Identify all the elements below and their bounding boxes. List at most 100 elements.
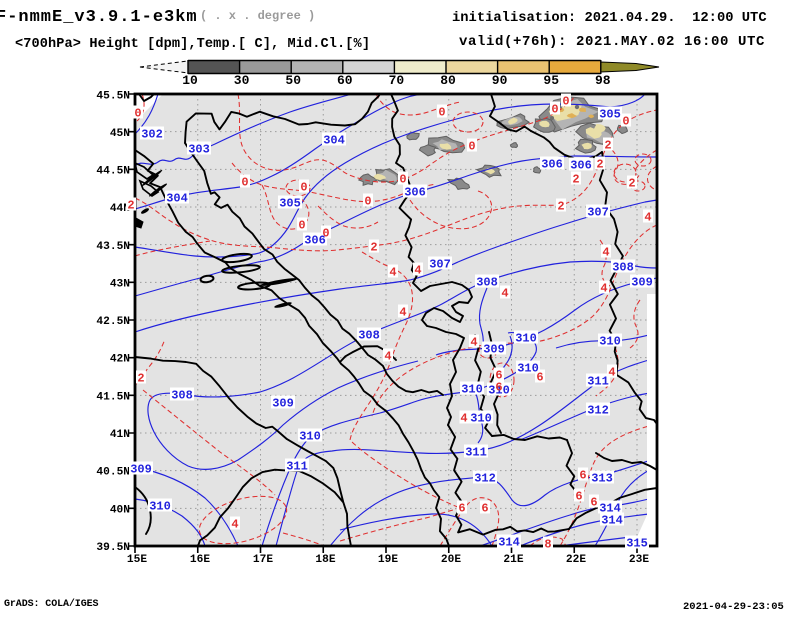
svg-text:2: 2 (137, 372, 144, 386)
svg-text:0: 0 (468, 140, 475, 154)
svg-text:90: 90 (492, 73, 508, 88)
svg-text:309: 309 (130, 463, 152, 477)
svg-text:39.5N: 39.5N (96, 542, 130, 554)
svg-text:315: 315 (626, 537, 648, 551)
svg-text:308: 308 (612, 261, 634, 275)
svg-text:313: 313 (591, 472, 613, 486)
svg-text:312: 312 (474, 472, 496, 486)
svg-text:15E: 15E (127, 554, 147, 566)
svg-text:314: 314 (601, 514, 623, 528)
svg-text:309: 309 (483, 343, 505, 357)
svg-text:4: 4 (399, 306, 406, 320)
svg-text:2: 2 (370, 241, 377, 255)
svg-text:45N: 45N (110, 128, 130, 140)
svg-text:GrADS: COLA/IGES: GrADS: COLA/IGES (4, 598, 99, 610)
svg-text:311: 311 (286, 460, 308, 474)
svg-text:314: 314 (498, 536, 520, 550)
svg-text:<700hPa> Height [dpm],Temp.[ C: <700hPa> Height [dpm],Temp.[ C], Mid.Cl.… (15, 37, 370, 52)
svg-text:4: 4 (460, 412, 467, 426)
svg-text:306: 306 (570, 159, 592, 173)
svg-text:23E: 23E (629, 554, 649, 566)
svg-text:0: 0 (622, 115, 629, 129)
svg-text:80: 80 (440, 73, 456, 88)
svg-text:6: 6 (495, 381, 502, 395)
svg-text:43.5N: 43.5N (96, 241, 130, 253)
svg-text:0: 0 (551, 103, 558, 117)
svg-text:( . x . degree ): ( . x . degree ) (200, 9, 315, 23)
svg-text:0: 0 (438, 106, 445, 120)
svg-text:0: 0 (241, 176, 248, 190)
svg-text:10: 10 (182, 73, 198, 88)
svg-text:98: 98 (595, 73, 611, 88)
svg-text:2: 2 (557, 200, 564, 214)
svg-text:0: 0 (300, 181, 307, 195)
svg-text:4: 4 (470, 336, 477, 350)
svg-text:21E: 21E (503, 554, 523, 566)
svg-text:309: 309 (272, 397, 294, 411)
svg-text:302: 302 (141, 128, 163, 142)
svg-text:42.5N: 42.5N (96, 316, 130, 328)
svg-text:0: 0 (322, 227, 329, 241)
svg-text:308: 308 (358, 329, 380, 343)
svg-text:2: 2 (572, 173, 579, 187)
svg-text:304: 304 (166, 192, 188, 206)
svg-text:6: 6 (579, 469, 586, 483)
svg-text:306: 306 (404, 186, 426, 200)
svg-text:70: 70 (389, 73, 405, 88)
svg-text:304: 304 (323, 134, 345, 148)
svg-text:41.5N: 41.5N (96, 392, 130, 404)
svg-text:0: 0 (298, 219, 305, 233)
svg-text:4: 4 (501, 287, 508, 301)
svg-text:312: 312 (587, 404, 609, 418)
svg-text:305: 305 (279, 197, 301, 211)
svg-text:2: 2 (604, 139, 611, 153)
svg-text:306: 306 (304, 234, 326, 248)
svg-text:307: 307 (429, 258, 451, 272)
svg-text:4: 4 (384, 350, 391, 364)
svg-text:95: 95 (543, 73, 559, 88)
svg-text:310: 310 (470, 412, 492, 426)
svg-text:17E: 17E (253, 554, 273, 566)
svg-text:0: 0 (399, 173, 406, 187)
svg-text:2: 2 (596, 158, 603, 172)
svg-text:0: 0 (134, 107, 141, 121)
svg-text:4: 4 (644, 211, 651, 225)
svg-text:6: 6 (458, 502, 465, 516)
svg-text:18E: 18E (315, 554, 335, 566)
svg-text:40N: 40N (110, 505, 130, 517)
svg-text:0: 0 (364, 195, 371, 209)
svg-text:6: 6 (481, 502, 488, 516)
svg-text:4: 4 (608, 366, 615, 380)
svg-text:6: 6 (495, 369, 502, 383)
svg-text:43N: 43N (110, 279, 130, 291)
svg-text:310: 310 (461, 383, 483, 397)
svg-text:309: 309 (631, 276, 653, 290)
svg-text:6: 6 (575, 490, 582, 504)
svg-text:42N: 42N (110, 354, 130, 366)
svg-text:303: 303 (188, 143, 210, 157)
svg-text:60: 60 (337, 73, 353, 88)
svg-text:310: 310 (299, 430, 321, 444)
svg-text:initialisation: 2021.04.29. 1: initialisation: 2021.04.29. 12:00 UTC (452, 10, 767, 26)
svg-text:310: 310 (515, 332, 537, 346)
svg-text:valid(+76h): 2021.MAY.02 16:00: valid(+76h): 2021.MAY.02 16:00 UTC (459, 34, 765, 50)
svg-text:19E: 19E (378, 554, 398, 566)
svg-text:4: 4 (414, 264, 421, 278)
svg-text:16E: 16E (190, 554, 210, 566)
svg-text:22E: 22E (566, 554, 586, 566)
svg-text:F-nmmE_v3.9.1-e3km: F-nmmE_v3.9.1-e3km (0, 8, 198, 27)
svg-text:308: 308 (171, 389, 193, 403)
svg-text:6: 6 (536, 371, 543, 385)
svg-text:306: 306 (541, 158, 563, 172)
svg-text:50: 50 (285, 73, 301, 88)
svg-text:305: 305 (599, 108, 621, 122)
svg-text:20E: 20E (441, 554, 461, 566)
svg-text:4: 4 (389, 266, 396, 280)
svg-text:2021-04-29-23:05: 2021-04-29-23:05 (683, 601, 784, 613)
svg-text:4: 4 (602, 246, 609, 260)
svg-text:311: 311 (465, 446, 487, 460)
svg-text:41N: 41N (110, 429, 130, 441)
svg-text:0: 0 (562, 95, 569, 109)
svg-text:2: 2 (628, 177, 635, 191)
svg-text:44N: 44N (110, 203, 130, 215)
